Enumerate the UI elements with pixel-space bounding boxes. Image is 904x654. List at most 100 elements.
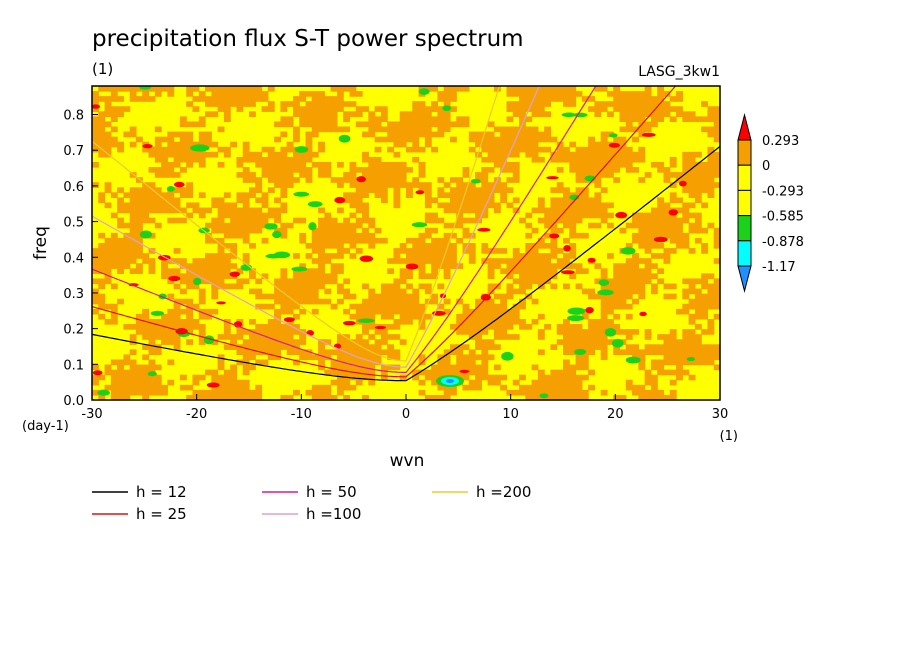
field-cell (368, 308, 376, 315)
field-cell (493, 86, 501, 92)
field-cell (625, 167, 633, 173)
field-cell (154, 334, 162, 340)
field-cell (563, 212, 570, 219)
field-cell (198, 212, 206, 219)
field-cell (318, 344, 325, 350)
field-cell (650, 121, 658, 128)
field-cell (519, 86, 526, 92)
field-cell (437, 106, 445, 112)
field-cell (330, 253, 338, 259)
field-cell (261, 106, 269, 112)
field-cell (713, 126, 720, 133)
field-cell (569, 248, 577, 254)
field-cell (374, 161, 382, 168)
field-cell (110, 359, 118, 366)
field-cell (613, 303, 621, 310)
field-cell (563, 96, 570, 102)
field-cell (550, 374, 558, 381)
field-cell (211, 101, 219, 107)
field-cell (198, 136, 206, 143)
field-cell (198, 394, 206, 400)
field-cell (569, 374, 577, 381)
field-cell (456, 177, 464, 183)
field-cell (186, 313, 194, 320)
field-cell (255, 161, 263, 168)
field-cell (613, 288, 621, 295)
field-cell (663, 339, 671, 345)
field-cell (682, 187, 690, 193)
field-cell (387, 172, 395, 178)
field-cell (380, 303, 388, 310)
field-cell (625, 303, 633, 310)
field-cell (619, 394, 627, 400)
field-cell (368, 126, 376, 133)
field-cell (129, 91, 137, 97)
field-cell (556, 182, 564, 188)
field-cell (205, 86, 212, 92)
field-cell (368, 374, 376, 381)
field-cell (550, 268, 558, 274)
field-cell (318, 339, 325, 345)
field-cell (606, 146, 614, 153)
field-cell (418, 237, 426, 244)
field-cell (563, 253, 570, 259)
field-cell (487, 121, 495, 128)
field-cell (399, 273, 407, 280)
field-cell (399, 258, 407, 264)
field-cell (92, 374, 99, 381)
field-patch (139, 230, 152, 239)
field-cell (330, 222, 338, 229)
field-cell (280, 293, 288, 300)
field-cell (437, 253, 445, 259)
field-cell (362, 298, 369, 305)
field-cell (625, 151, 633, 158)
field-cell (481, 212, 489, 219)
field-cell (299, 354, 307, 361)
field-patch (678, 180, 687, 187)
field-cell (588, 344, 595, 350)
field-cell (343, 232, 351, 239)
field-cell (286, 339, 294, 345)
field-cell (186, 278, 194, 285)
field-cell (217, 243, 225, 249)
field-cell (336, 349, 344, 356)
field-cell (544, 268, 552, 274)
field-cell (613, 96, 621, 102)
field-cell (481, 313, 489, 320)
field-cell (512, 258, 520, 264)
field-cell (135, 222, 143, 229)
field-cell (135, 212, 143, 219)
field-cell (418, 121, 426, 128)
field-cell (412, 101, 420, 107)
field-cell (424, 197, 432, 204)
field-cell (500, 308, 508, 315)
field-cell (223, 253, 231, 259)
field-cell (374, 187, 382, 193)
field-cell (418, 126, 426, 133)
field-cell (575, 232, 583, 239)
field-cell (594, 156, 602, 163)
field-cell (292, 253, 300, 259)
field-cell (638, 146, 646, 153)
field-cell (707, 182, 715, 188)
field-cell (355, 192, 363, 199)
field-cell (123, 192, 131, 199)
field-cell (418, 248, 426, 254)
field-cell (399, 161, 407, 168)
field-cell (343, 248, 351, 254)
field-cell (544, 258, 552, 264)
field-cell (280, 121, 288, 128)
field-cell (449, 344, 457, 350)
field-cell (368, 172, 376, 178)
field-cell (242, 156, 250, 163)
field-cell (154, 126, 162, 133)
field-cell (374, 136, 382, 143)
field-cell (431, 253, 438, 259)
field-cell (148, 379, 156, 386)
field-cell (104, 273, 112, 280)
field-cell (362, 237, 369, 244)
field-cell (343, 86, 351, 92)
field-cell (349, 349, 357, 356)
field-cell (186, 303, 194, 310)
field-cell (318, 258, 325, 264)
